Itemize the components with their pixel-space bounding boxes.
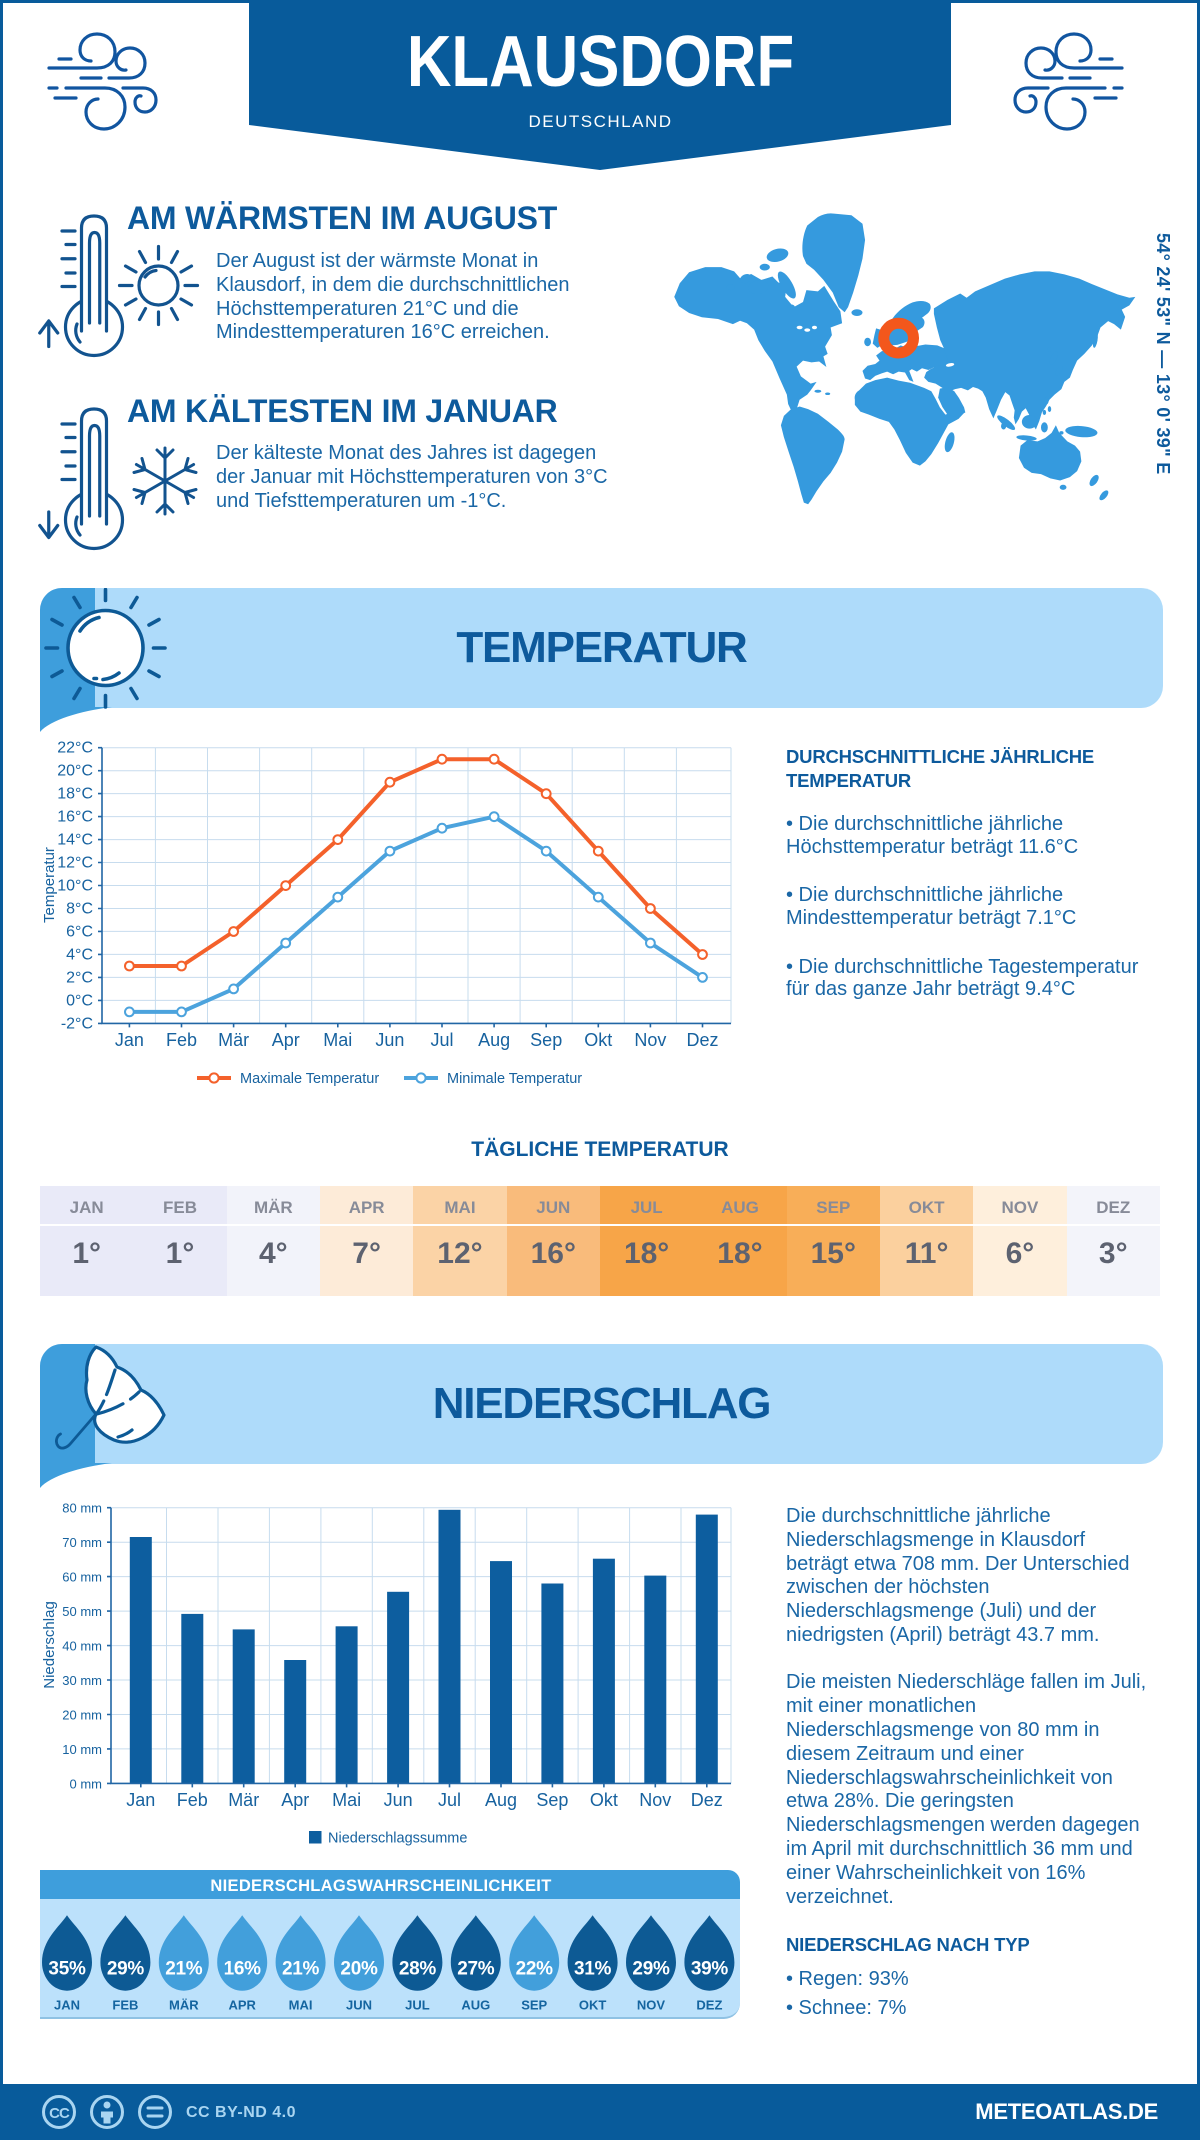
svg-text:31%: 31% (574, 1959, 612, 1980)
svg-text:Mai: Mai (323, 1030, 352, 1050)
svg-text:30 mm: 30 mm (62, 1673, 102, 1688)
svg-text:35%: 35% (48, 1959, 86, 1980)
svg-text:Minimale Temperatur: Minimale Temperatur (447, 1071, 582, 1087)
svg-text:-2°C: -2°C (61, 1015, 93, 1032)
svg-text:JUL: JUL (405, 1998, 430, 2013)
svg-text:10 mm: 10 mm (62, 1742, 102, 1757)
svg-text:6°C: 6°C (66, 923, 93, 940)
svg-text:50 mm: 50 mm (62, 1604, 102, 1619)
svg-text:Maximale Temperatur: Maximale Temperatur (240, 1071, 379, 1087)
svg-text:16%: 16% (224, 1959, 262, 1980)
svg-text:Jun: Jun (375, 1030, 404, 1050)
svg-text:60 mm: 60 mm (62, 1570, 102, 1585)
svg-text:Apr: Apr (272, 1030, 300, 1050)
svg-text:Sep: Sep (536, 1790, 568, 1810)
svg-text:MÄR: MÄR (169, 1998, 199, 2013)
svg-text:22°C: 22°C (57, 740, 93, 757)
svg-text:Mär: Mär (218, 1030, 249, 1050)
svg-text:Niederschlag: Niederschlag (41, 1601, 58, 1689)
svg-text:8°C: 8°C (66, 901, 93, 918)
svg-text:Mai: Mai (332, 1790, 361, 1810)
svg-text:29%: 29% (632, 1959, 670, 1980)
svg-text:APR: APR (228, 1998, 256, 2013)
svg-text:0 mm: 0 mm (70, 1776, 103, 1791)
svg-text:DEZ: DEZ (696, 1998, 722, 2013)
svg-text:20°C: 20°C (57, 763, 93, 780)
svg-text:2°C: 2°C (66, 969, 93, 986)
svg-text:Jul: Jul (438, 1790, 461, 1810)
svg-text:Okt: Okt (584, 1030, 612, 1050)
svg-text:Dez: Dez (691, 1790, 723, 1810)
svg-text:21%: 21% (282, 1959, 320, 1980)
svg-text:39%: 39% (691, 1959, 729, 1980)
svg-text:Feb: Feb (177, 1790, 208, 1810)
svg-text:Mär: Mär (228, 1790, 259, 1810)
svg-text:80 mm: 80 mm (62, 1501, 102, 1516)
svg-text:14°C: 14°C (57, 832, 93, 849)
svg-text:Nov: Nov (639, 1790, 671, 1810)
svg-text:CC: CC (49, 2105, 70, 2122)
svg-text:20%: 20% (340, 1959, 378, 1980)
svg-text:4°C: 4°C (66, 946, 93, 963)
svg-text:28%: 28% (399, 1959, 437, 1980)
svg-text:Temperatur: Temperatur (41, 847, 58, 923)
svg-text:Nov: Nov (634, 1030, 666, 1050)
svg-text:Niederschlagssumme: Niederschlagssumme (328, 1831, 467, 1847)
svg-text:21%: 21% (165, 1959, 203, 1980)
svg-text:20 mm: 20 mm (62, 1708, 102, 1723)
svg-text:JUN: JUN (346, 1998, 372, 2013)
svg-text:12°C: 12°C (57, 855, 93, 872)
svg-text:40 mm: 40 mm (62, 1639, 102, 1654)
svg-text:16°C: 16°C (57, 809, 93, 826)
svg-text:Jan: Jan (126, 1790, 155, 1810)
svg-text:29%: 29% (107, 1959, 145, 1980)
svg-text:OKT: OKT (579, 1998, 607, 2013)
svg-text:18°C: 18°C (57, 786, 93, 803)
svg-text:Sep: Sep (530, 1030, 562, 1050)
svg-text:Jul: Jul (430, 1030, 453, 1050)
svg-text:Dez: Dez (686, 1030, 718, 1050)
svg-text:Jan: Jan (115, 1030, 144, 1050)
svg-text:Aug: Aug (485, 1790, 517, 1810)
svg-text:AUG: AUG (461, 1998, 490, 2013)
svg-text:Apr: Apr (281, 1790, 309, 1810)
svg-text:Feb: Feb (166, 1030, 197, 1050)
svg-text:FEB: FEB (112, 1998, 138, 2013)
svg-text:JAN: JAN (54, 1998, 80, 2013)
svg-text:27%: 27% (457, 1959, 495, 1980)
svg-text:10°C: 10°C (57, 878, 93, 895)
svg-text:NOV: NOV (637, 1998, 666, 2013)
svg-text:Okt: Okt (590, 1790, 618, 1810)
svg-text:70 mm: 70 mm (62, 1535, 102, 1550)
svg-text:Aug: Aug (478, 1030, 510, 1050)
svg-text:22%: 22% (516, 1959, 554, 1980)
svg-text:SEP: SEP (521, 1998, 547, 2013)
svg-text:Jun: Jun (384, 1790, 413, 1810)
svg-text:MAI: MAI (289, 1998, 313, 2013)
svg-text:0°C: 0°C (66, 992, 93, 1009)
